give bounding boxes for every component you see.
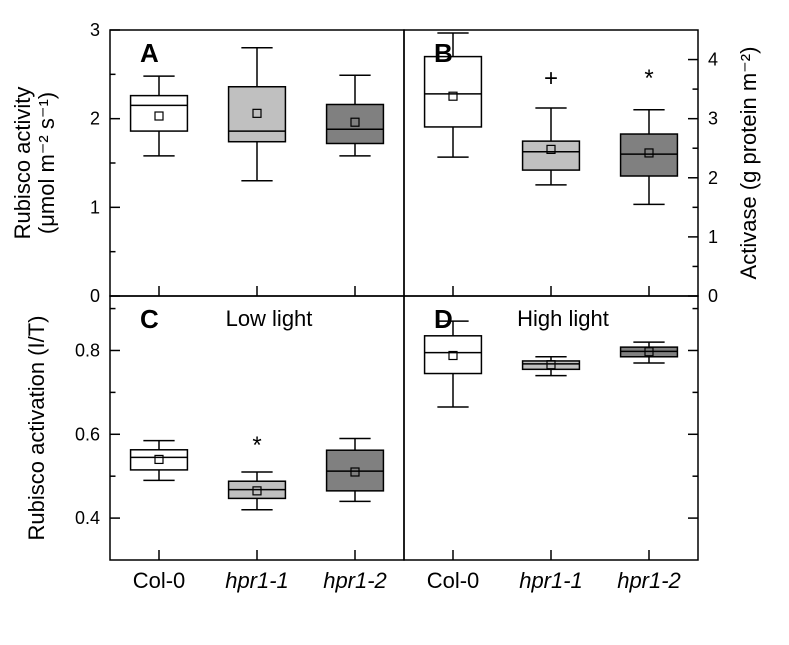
panel-letter: D	[434, 304, 453, 334]
box	[327, 104, 384, 143]
xtick-label: Col-0	[133, 568, 186, 593]
yaxis-sublabel-A: (μmol m⁻² s⁻¹)	[34, 92, 59, 234]
box	[621, 134, 678, 176]
panel-annotation: High light	[517, 306, 609, 331]
ytick-label: 3	[90, 20, 100, 40]
ytick-label: 2	[90, 109, 100, 129]
panel-frame-C	[110, 296, 404, 560]
panel-letter: C	[140, 304, 159, 334]
panel-letter: B	[434, 38, 453, 68]
ytick-label: 0	[708, 286, 718, 306]
yaxis-label-A: Rubisco activity	[10, 87, 35, 240]
ytick-label: 0.6	[75, 424, 100, 444]
box	[523, 361, 580, 369]
significance-marker: +	[544, 65, 558, 92]
box	[131, 96, 188, 131]
ytick-label: 2	[708, 168, 718, 188]
xtick-label: Col-0	[427, 568, 480, 593]
ytick-label: 0.8	[75, 340, 100, 360]
significance-marker: *	[252, 432, 261, 459]
ytick-label: 0.4	[75, 508, 100, 528]
xtick-label: hpr1-1	[225, 568, 289, 593]
yaxis-label-B: Activase (g protein m⁻²)	[736, 47, 761, 280]
xtick-label: hpr1-1	[519, 568, 583, 593]
xtick-label: hpr1-2	[323, 568, 387, 593]
box	[229, 87, 286, 142]
ytick-label: 0	[90, 286, 100, 306]
panel-annotation: Low light	[226, 306, 313, 331]
ytick-label: 1	[90, 197, 100, 217]
xtick-label: hpr1-2	[617, 568, 681, 593]
ytick-label: 3	[708, 109, 718, 129]
panel-letter: A	[140, 38, 159, 68]
significance-marker: *	[644, 65, 653, 92]
ytick-label: 1	[708, 227, 718, 247]
yaxis-label-C: Rubisco activation (I/T)	[24, 316, 49, 541]
box	[131, 450, 188, 470]
boxplot-chart: 0 1 2 3 A 0 1 2 3 4 B + * 0.4 0.6 0.8 Col-0 hpr1-1 hpr1-2 C…	[0, 0, 789, 645]
ytick-label: 4	[708, 50, 718, 70]
box	[425, 336, 482, 374]
